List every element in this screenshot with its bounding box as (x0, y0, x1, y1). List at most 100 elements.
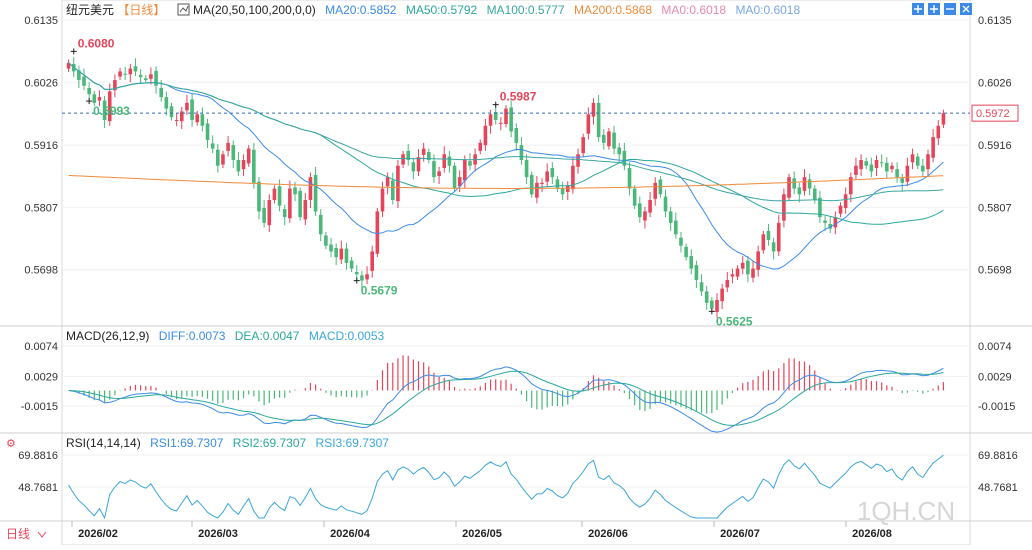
chevron-down-icon[interactable] (37, 531, 47, 538)
candle-body (365, 274, 369, 280)
annotation-label: 0.5625 (716, 314, 753, 328)
candle-body (293, 187, 297, 195)
candle-body (936, 125, 941, 139)
price-tick-right: 0.5916 (978, 140, 1012, 152)
candle-body (308, 177, 313, 200)
price-tick-left: 0.6026 (24, 77, 58, 89)
candle-body (761, 234, 766, 251)
candle-body (715, 300, 719, 312)
candle-body (499, 122, 503, 124)
candlesticks (66, 57, 946, 318)
candle-body (854, 165, 858, 175)
ma100-line (68, 62, 944, 202)
candle-body (257, 181, 261, 212)
ma20-line (68, 62, 944, 270)
candle-body (565, 185, 570, 192)
candle-body (921, 165, 925, 172)
candle-body (679, 237, 683, 246)
candle-body (807, 179, 812, 189)
ma0-value-b: MA0:0.6018 (735, 3, 800, 17)
candle-body (818, 197, 822, 218)
candle-body (169, 106, 174, 118)
candle-body (874, 160, 879, 168)
candle-body (138, 74, 143, 78)
settings-gear-icon[interactable]: ⚙ (6, 438, 16, 450)
candle-body (504, 108, 508, 124)
toolbar (912, 3, 972, 15)
candle-body (730, 274, 735, 277)
candle-body (447, 156, 452, 166)
rsi-panel: 69.8816 69.8816 48.7681 48.7681 (18, 450, 1018, 520)
period-tab[interactable] (0, 522, 50, 545)
candle-body (740, 262, 745, 269)
candle-body (179, 111, 184, 122)
ma-legend: MA(20,50,100,200,0,0) MA20:0.5852 MA50:0… (193, 3, 800, 17)
candle-body (869, 164, 874, 172)
candle-body (668, 211, 673, 223)
ma-settings-icon[interactable] (177, 3, 190, 16)
candle-body (519, 145, 524, 160)
macd-value: MACD:0.0053 (309, 329, 385, 343)
candle-body (879, 162, 884, 164)
candle-body (931, 137, 935, 158)
candle-body (488, 114, 493, 126)
price-tick-right: 0.6026 (978, 77, 1012, 89)
candle-body (92, 94, 97, 103)
ma200-value: MA200:0.5868 (574, 3, 652, 17)
candle-body (452, 165, 457, 189)
candle-body (895, 169, 899, 178)
candle-body (648, 200, 652, 213)
macd-diff-line (68, 366, 944, 433)
candle-body (926, 154, 930, 170)
candle-body (560, 188, 565, 195)
candle-body (82, 76, 86, 86)
macd-label: MACD(26,12,9) (66, 329, 149, 343)
rsi-legend: RSI(14,14,14) RSI1:69.7307 RSI2:69.7307 … (66, 436, 389, 450)
candle-body (787, 177, 791, 198)
annotation-marker (70, 48, 77, 55)
candle-body (360, 275, 364, 281)
macd-tick-left: -0.0015 (21, 401, 58, 413)
candle-body (416, 157, 421, 172)
candle-body (581, 137, 585, 154)
candle-body (864, 161, 869, 166)
candle-body (622, 150, 627, 166)
candle-body (643, 211, 647, 221)
candle-body (411, 162, 416, 172)
candle-body (267, 200, 272, 226)
macd-tick-left: 0.0074 (24, 341, 58, 353)
candle-body (838, 205, 843, 214)
candle-body (545, 171, 549, 182)
candle-body (118, 71, 122, 77)
zoom-in-icon-glyph (930, 5, 938, 13)
candle-body (334, 248, 338, 258)
candle-body (236, 160, 241, 172)
ma0-value-a: MA0:0.6018 (661, 3, 726, 17)
annotation-marker (492, 101, 499, 108)
macd-legend: MACD(26,12,9) DIFF:0.0073 DEA:0.0047 MAC… (66, 329, 385, 343)
annotation-marker (86, 98, 93, 105)
candle-body (576, 154, 580, 167)
candle-body (282, 209, 287, 218)
time-axis: 2026/02 2026/03 2026/04 2026/05 2026/06 2026/… (71, 521, 892, 540)
candle-body (586, 114, 591, 134)
candle-body (555, 179, 560, 189)
candle-body (406, 150, 411, 160)
rsi-label: RSI(14,14,14) (66, 436, 141, 450)
candle-body (802, 177, 807, 191)
candle-body (776, 222, 781, 252)
annotation-marker (708, 308, 715, 315)
rsi2-value: RSI2:69.7307 (233, 436, 307, 450)
candle-body (324, 235, 328, 246)
candle-body (941, 113, 946, 125)
candle-body (910, 154, 915, 163)
candle-body (102, 100, 107, 120)
rsi1-value: RSI1:69.7307 (150, 436, 224, 450)
candle-body (596, 102, 601, 138)
candle-body (493, 112, 498, 120)
ma100-value: MA100:0.5777 (487, 3, 565, 17)
candle-body (133, 66, 138, 72)
candle-body (890, 165, 894, 170)
candle-body (246, 148, 251, 164)
